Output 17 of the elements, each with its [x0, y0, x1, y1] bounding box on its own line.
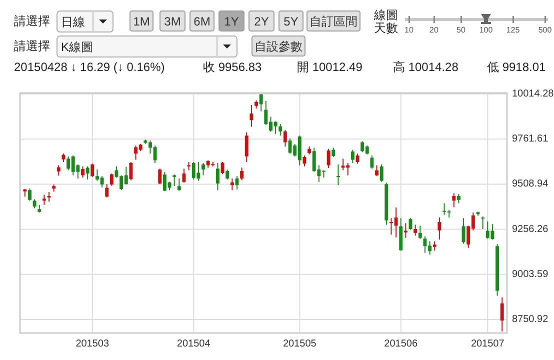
y-tick-label: 8750.92 — [512, 314, 549, 325]
candlestick — [42, 194, 46, 205]
x-tick-label: 201506 — [384, 338, 418, 350]
y-tick-label: 9761.61 — [512, 134, 549, 145]
x-tick-label: 201503 — [76, 338, 110, 350]
candlestick — [336, 164, 340, 186]
x-tick-label: 201504 — [176, 338, 211, 350]
controls: 請選擇 日線 1M 3M 6M 1Y 2Y 5Y 自訂區間 線圖 天數 10 20 50 100 125 500 請選擇 K線圖 自設參數 20150428 ↓ 16.29 (↓ 0.16%) 收 9956.83 開 10012.49 高 10014.28 低 9918.01 — [14, 8, 552, 74]
candlestick — [187, 162, 191, 170]
candlestick — [481, 216, 485, 229]
y-tick-label: 9256.26 — [512, 224, 549, 235]
candlestick — [404, 223, 408, 238]
y-tick-label: 10014.28 — [512, 88, 554, 100]
y-tick-label: 9003.59 — [512, 268, 549, 280]
y-tick-label: 9508.94 — [512, 178, 549, 190]
x-tick-label: 201507 — [470, 338, 505, 350]
x-tick-label: 201505 — [282, 338, 317, 350]
